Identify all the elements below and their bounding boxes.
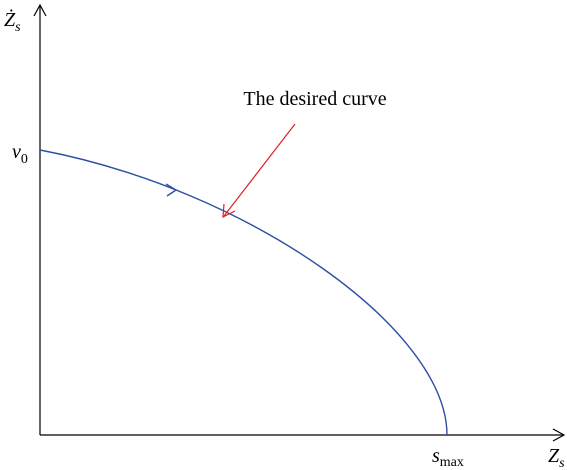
annotation-arrow-head <box>222 203 236 219</box>
x-axis-label-sub: s <box>559 456 565 470</box>
y-intercept-label-base: v <box>12 141 21 163</box>
y-intercept-label-sub: 0 <box>21 152 28 167</box>
y-axis-arrow <box>33 3 47 17</box>
y-axis-label-sub: s <box>15 20 21 35</box>
desired-curve <box>39 149 448 436</box>
annotation: The desired curve <box>243 88 386 110</box>
x-intercept-label-base: s <box>432 445 440 467</box>
annotation-arrow <box>223 123 296 217</box>
x-intercept-label-sub: max <box>440 455 464 470</box>
y-axis-label: Żs <box>4 8 21 35</box>
x-axis-label-base: Z <box>548 445 560 467</box>
x-axis-arrow <box>552 428 566 442</box>
x-intercept-label: smax <box>432 445 464 470</box>
y-intercept-label: v0 <box>12 141 28 167</box>
y-axis-label-base: Ż <box>4 8 16 31</box>
direction-arrow <box>165 183 178 197</box>
x-axis-label: Zs <box>548 445 565 470</box>
